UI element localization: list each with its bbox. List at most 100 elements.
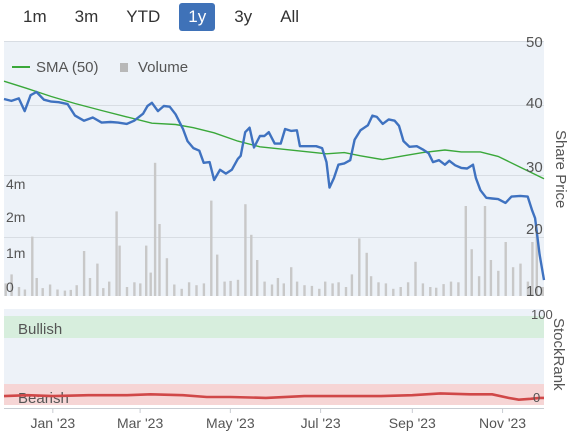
volume-bar xyxy=(236,279,240,296)
x-tick-label: Nov '23 xyxy=(479,415,526,431)
volume-bar xyxy=(195,285,198,296)
volume-bar xyxy=(464,206,467,296)
volume-bar xyxy=(449,281,453,296)
volume-bar xyxy=(531,242,534,296)
volume-bar xyxy=(324,281,327,296)
volume-bar xyxy=(133,282,136,296)
volume-bar xyxy=(108,281,111,296)
volume-bar xyxy=(282,283,285,296)
bearish-band xyxy=(4,384,544,405)
x-tick-label: May '23 xyxy=(206,415,255,431)
volume-bar xyxy=(75,285,78,296)
x-tick-label: Jan '23 xyxy=(30,415,75,431)
volume-bar xyxy=(210,200,213,296)
volume-bar xyxy=(41,288,44,296)
volume-bar xyxy=(256,260,259,296)
volume-bar xyxy=(384,283,388,296)
volume-bar xyxy=(310,285,314,296)
volume-bar xyxy=(102,288,105,296)
volume-bar xyxy=(180,288,183,296)
volume-bar xyxy=(406,282,410,296)
volume-bar xyxy=(504,242,507,296)
bullish-band xyxy=(4,316,544,338)
volume-bar xyxy=(377,282,380,296)
volume-bar xyxy=(358,238,361,296)
volume-bar xyxy=(270,284,274,296)
volume-bar xyxy=(276,278,280,296)
stockrank-tick-100: 100 xyxy=(531,307,553,322)
volume-bar xyxy=(88,278,92,296)
volume-bar xyxy=(369,276,373,296)
volume-bar xyxy=(187,282,191,296)
volume-bar xyxy=(414,261,417,296)
volume-bar xyxy=(223,281,226,296)
volume-bar xyxy=(4,283,7,296)
volume-bar xyxy=(56,289,59,296)
volume-bar xyxy=(421,283,425,296)
volume-bars xyxy=(4,162,544,296)
volume-bar xyxy=(153,162,157,296)
sma-legend-label: SMA (50) xyxy=(36,59,99,76)
volume-bar xyxy=(82,251,86,296)
volume-bar xyxy=(17,287,21,296)
volume-bar xyxy=(23,289,27,296)
volume-bar xyxy=(69,289,72,296)
volume-bar xyxy=(541,287,544,296)
volume-bar xyxy=(295,281,299,296)
volume-tick-0: 0 xyxy=(6,279,14,295)
range-tab-1y[interactable]: 1y xyxy=(179,3,216,31)
volume-bar xyxy=(303,285,306,296)
share-price-axis-title: Share Price xyxy=(552,130,569,208)
volume-bar xyxy=(489,260,493,296)
volume-bar xyxy=(483,206,487,296)
volume-bar xyxy=(477,276,481,296)
volume-bar xyxy=(250,234,253,296)
volume-bar xyxy=(125,287,129,296)
x-tick-label: Sep '23 xyxy=(389,415,436,431)
volume-bar xyxy=(115,211,118,296)
volume-bar xyxy=(442,284,445,296)
range-tab-1m[interactable]: 1m xyxy=(23,7,47,26)
volume-bar xyxy=(435,287,438,296)
volume-bar xyxy=(63,290,67,296)
x-tick-label: Jul '23 xyxy=(301,415,341,431)
range-tab-all[interactable]: All xyxy=(280,7,300,26)
volume-bar xyxy=(290,267,293,296)
volume-legend-swatch xyxy=(120,63,128,72)
volume-bar xyxy=(263,281,266,296)
volume-bar xyxy=(318,288,321,296)
volume-legend-label: Volume xyxy=(138,59,188,76)
volume-bar xyxy=(165,258,169,296)
volume-tick-1m: 1m xyxy=(6,245,25,261)
volume-bar xyxy=(229,280,232,296)
volume-tick-4m: 4m xyxy=(6,176,25,192)
range-selector: 1m 3m YTD 1y 3y All xyxy=(14,3,318,31)
range-tab-ytd[interactable]: YTD xyxy=(126,7,161,26)
volume-bar xyxy=(392,288,395,296)
volume-bar xyxy=(216,254,219,296)
stockrank-line xyxy=(3,392,544,402)
price-tick-40: 40 xyxy=(526,95,543,112)
range-tab-3y[interactable]: 3y xyxy=(234,7,253,26)
volume-bar xyxy=(526,281,530,296)
bullish-label: Bullish xyxy=(18,321,62,338)
volume-bar xyxy=(519,263,522,296)
range-tab-3m[interactable]: 3m xyxy=(74,7,99,26)
volume-bar xyxy=(35,278,38,296)
volume-bar xyxy=(497,270,500,296)
volume-bar xyxy=(429,287,432,296)
bearish-label: Bearish xyxy=(18,390,69,407)
volume-bar xyxy=(139,283,142,296)
volume-bar xyxy=(399,287,402,296)
volume-bar xyxy=(344,287,348,296)
volume-bar xyxy=(470,249,473,296)
sma-50-line xyxy=(3,80,545,180)
volume-bar xyxy=(10,274,13,296)
stockrank-axis-title: StockRank xyxy=(550,318,567,391)
volume-bar xyxy=(511,267,515,296)
volume-bar xyxy=(158,224,161,296)
volume-bar xyxy=(31,236,34,296)
volume-bar xyxy=(244,204,247,296)
volume-bar xyxy=(149,272,152,296)
